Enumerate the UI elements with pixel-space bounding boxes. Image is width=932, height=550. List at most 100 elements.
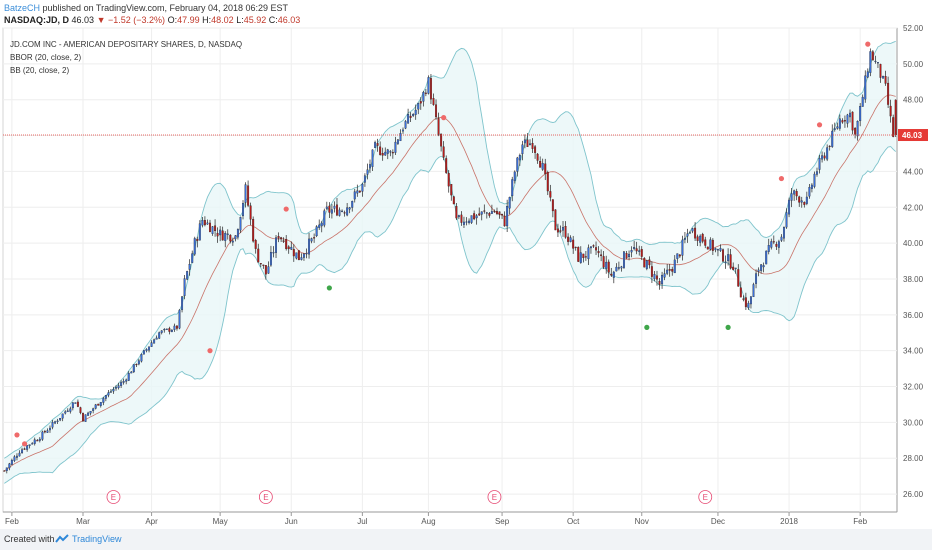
candle	[305, 248, 308, 259]
candle-body	[183, 278, 186, 296]
candle-body	[620, 266, 623, 269]
candle-body	[882, 75, 885, 79]
candle	[46, 428, 49, 433]
candle-body	[43, 431, 46, 433]
candle	[275, 235, 278, 259]
candle-body	[714, 248, 717, 251]
candle-body	[775, 243, 778, 247]
candle-body	[701, 233, 704, 242]
candle-body	[148, 346, 151, 351]
candle	[854, 127, 857, 139]
candle-body	[262, 264, 265, 266]
candle-body	[64, 411, 67, 414]
candle	[643, 257, 646, 268]
candle-body	[508, 197, 511, 209]
low-label: L:	[236, 15, 244, 25]
earnings-marker[interactable]: E	[106, 490, 121, 504]
candle-body	[117, 385, 120, 389]
earnings-marker[interactable]: E	[258, 490, 273, 504]
candle	[714, 247, 717, 253]
earnings-marker[interactable]: E	[698, 490, 713, 504]
earnings-marker[interactable]: E	[487, 490, 502, 504]
candle-body	[666, 269, 669, 274]
candle	[236, 228, 239, 240]
candle-body	[115, 386, 117, 389]
candle-body	[226, 233, 229, 235]
candle	[823, 152, 826, 161]
candle-body	[69, 408, 72, 412]
candle-body	[142, 350, 145, 355]
candle	[435, 99, 438, 120]
candle-body	[689, 232, 691, 234]
candle-body	[379, 146, 382, 155]
candle-body	[760, 264, 763, 271]
candle-body	[391, 152, 394, 154]
candle-body	[534, 146, 537, 153]
legend-bb[interactable]: BB (20, close, 2)	[10, 66, 70, 75]
earnings-label: E	[492, 493, 497, 502]
candle	[864, 70, 867, 103]
bollinger-lower-band	[4, 146, 897, 484]
legend-bbor[interactable]: BBOR (20, close, 2)	[10, 53, 82, 62]
candle	[109, 389, 112, 393]
candle-body	[648, 259, 651, 266]
candle-body	[193, 238, 196, 255]
candle-body	[790, 193, 793, 201]
candle	[478, 207, 481, 216]
time-tick-label: Jul	[357, 517, 367, 526]
candle-body	[709, 239, 712, 250]
candle	[678, 254, 681, 258]
candle-body	[663, 273, 666, 278]
candle-body	[336, 204, 338, 216]
candle	[488, 211, 491, 218]
candle-body	[417, 103, 420, 110]
candle-body	[320, 222, 323, 227]
candle	[447, 170, 450, 193]
candle	[777, 239, 780, 254]
candle-body	[496, 210, 498, 214]
candle-body	[424, 92, 427, 94]
candle-body	[800, 200, 803, 203]
published-text: published on TradingView.com, February 0…	[42, 3, 289, 13]
candle-body	[66, 410, 69, 412]
candle	[272, 246, 275, 258]
candlestick-chart[interactable]: 26.00 28.00 30.00 32.00 34.00 36.00 38.00 40.00…	[0, 0, 932, 529]
candle	[821, 151, 824, 163]
candle-body	[831, 130, 834, 147]
candle	[826, 144, 829, 162]
candle-body	[473, 213, 476, 220]
candle-body	[805, 196, 808, 204]
candle-body	[462, 221, 465, 225]
candle-body	[369, 164, 371, 169]
candle	[884, 70, 887, 86]
candle	[577, 246, 580, 263]
candle-body	[135, 363, 138, 366]
candle-body	[216, 232, 219, 237]
candle-body	[175, 325, 178, 329]
tradingview-brand[interactable]: TradingView	[72, 534, 122, 544]
candle-body	[94, 404, 97, 409]
candle	[648, 256, 651, 269]
candle	[206, 219, 209, 225]
candle-body	[635, 248, 638, 252]
candle-body	[556, 228, 559, 233]
candle-body	[630, 250, 633, 253]
candle-body	[402, 129, 404, 132]
candle-body	[127, 373, 130, 381]
candle	[493, 209, 496, 213]
candle-body	[188, 264, 191, 270]
candle	[683, 231, 686, 244]
candle	[701, 232, 704, 244]
candle-body	[23, 448, 26, 450]
candle-body	[836, 126, 839, 129]
author-link[interactable]: BatzeCH	[4, 3, 41, 13]
candle	[562, 221, 564, 237]
candle-body	[104, 395, 107, 399]
candle	[455, 203, 458, 221]
candle	[511, 176, 514, 202]
candle	[386, 148, 389, 160]
candle-body	[600, 254, 603, 257]
candle-body	[503, 215, 506, 227]
bollinger-basis-line	[4, 94, 896, 472]
last-price-badge	[898, 129, 928, 142]
